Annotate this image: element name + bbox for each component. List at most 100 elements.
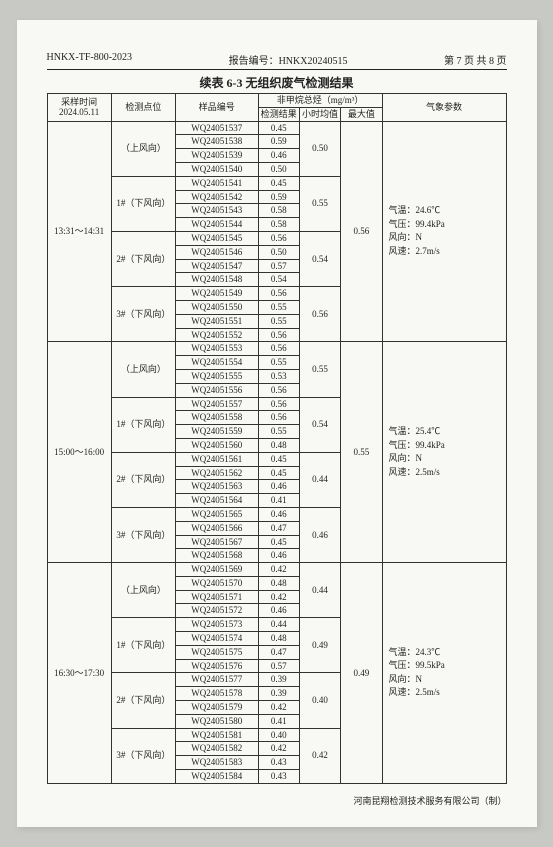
cell-sample-no: WQ24051559: [176, 425, 259, 439]
cell-result: 0.39: [258, 673, 299, 687]
cell-sample-no: WQ24051567: [176, 535, 259, 549]
table-head: 采样时间 2024.05.11 检测点位 样品编号 非甲烷总烃（mg/m³） 气…: [47, 94, 506, 122]
cell-sample-no: WQ24051581: [176, 728, 259, 742]
meteo-line: 气压：99.4kPa: [389, 439, 504, 453]
cell-result: 0.47: [258, 521, 299, 535]
cell-result: 0.48: [258, 576, 299, 590]
meteo-line: 风速：2.5m/s: [389, 686, 504, 700]
cell-result: 0.56: [258, 397, 299, 411]
cell-sample-no: WQ24051569: [176, 563, 259, 577]
cell-meteo: 气温：25.4℃气压：99.4kPa风向：N风速：2.5m/s: [382, 342, 506, 563]
cell-location: 3#（下风向）: [111, 507, 175, 562]
cell-hour-avg: 0.46: [299, 507, 340, 562]
cell-max: 0.49: [341, 563, 382, 784]
th-res: 检测结果: [258, 107, 299, 121]
cell-sample-no: WQ24051557: [176, 397, 259, 411]
cell-sample-no: WQ24051563: [176, 480, 259, 494]
cell-sample-no: WQ24051541: [176, 176, 259, 190]
cell-result: 0.45: [258, 176, 299, 190]
cell-sample-no: WQ24051538: [176, 135, 259, 149]
cell-hour-avg: 0.54: [299, 397, 340, 452]
cell-meteo: 气温：24.6℃气压：99.4kPa风向：N风速：2.7m/s: [382, 121, 506, 342]
cell-hour-avg: 0.40: [299, 673, 340, 728]
cell-result: 0.57: [258, 259, 299, 273]
meteo-line: 风向：N: [389, 231, 504, 245]
cell-sample-no: WQ24051583: [176, 756, 259, 770]
table-row: 13:31～14:31（上风向）WQ240515370.450.500.56气温…: [47, 121, 506, 135]
cell-sample-no: WQ24051560: [176, 438, 259, 452]
meteo-line: 风速：2.7m/s: [389, 245, 504, 259]
cell-result: 0.58: [258, 218, 299, 232]
cell-sample-no: WQ24051547: [176, 259, 259, 273]
cell-result: 0.45: [258, 452, 299, 466]
cell-result: 0.42: [258, 742, 299, 756]
cell-hour-avg: 0.55: [299, 176, 340, 231]
table-body: 13:31～14:31（上风向）WQ240515370.450.500.56气温…: [47, 121, 506, 783]
meteo-line: 气压：99.5kPa: [389, 659, 504, 673]
cell-result: 0.58: [258, 204, 299, 218]
cell-result: 0.42: [258, 701, 299, 715]
cell-result: 0.46: [258, 604, 299, 618]
cell-result: 0.40: [258, 728, 299, 742]
cell-sample-no: WQ24051575: [176, 645, 259, 659]
cell-hour-avg: 0.42: [299, 728, 340, 783]
cell-result: 0.55: [258, 314, 299, 328]
cell-result: 0.59: [258, 135, 299, 149]
cell-result: 0.43: [258, 770, 299, 784]
cell-sample-no: WQ24051539: [176, 149, 259, 163]
cell-hour-avg: 0.55: [299, 342, 340, 397]
cell-hour-avg: 0.50: [299, 121, 340, 176]
cell-sample-no: WQ24051549: [176, 287, 259, 301]
cell-result: 0.56: [258, 287, 299, 301]
cell-sample-no: WQ24051572: [176, 604, 259, 618]
table-row: 16:30～17:30（上风向）WQ240515690.420.440.49气温…: [47, 563, 506, 577]
cell-sample-no: WQ24051564: [176, 494, 259, 508]
cell-result: 0.55: [258, 425, 299, 439]
cell-result: 0.56: [258, 342, 299, 356]
cell-sample-no: WQ24051556: [176, 383, 259, 397]
cell-time: 16:30～17:30: [47, 563, 111, 784]
cell-result: 0.43: [258, 756, 299, 770]
cell-sample-no: WQ24051543: [176, 204, 259, 218]
page-info: 第 7 页 共 8 页: [444, 52, 507, 67]
cell-result: 0.56: [258, 328, 299, 342]
meteo-line: 气温：24.3℃: [389, 646, 504, 660]
cell-result: 0.41: [258, 714, 299, 728]
cell-sample-no: WQ24051540: [176, 162, 259, 176]
cell-result: 0.48: [258, 632, 299, 646]
cell-meteo: 气温：24.3℃气压：99.5kPa风向：N风速：2.5m/s: [382, 563, 506, 784]
cell-sample-no: WQ24051544: [176, 218, 259, 232]
cell-result: 0.50: [258, 245, 299, 259]
th-time-date: 2024.05.11: [50, 107, 109, 118]
cell-hour-avg: 0.44: [299, 563, 340, 618]
cell-sample-no: WQ24051573: [176, 618, 259, 632]
th-loc: 检测点位: [111, 94, 175, 122]
cell-location: 1#（下风向）: [111, 176, 175, 231]
doc-no: HNKX-TF-800-2023: [47, 52, 133, 67]
cell-hour-avg: 0.49: [299, 618, 340, 673]
cell-result: 0.44: [258, 618, 299, 632]
cell-result: 0.46: [258, 480, 299, 494]
cell-sample-no: WQ24051578: [176, 687, 259, 701]
table-row: 15:00～16:00（上风向）WQ240515530.560.550.55气温…: [47, 342, 506, 356]
cell-result: 0.55: [258, 300, 299, 314]
th-sample: 样品编号: [176, 94, 259, 122]
cell-location: 2#（下风向）: [111, 452, 175, 507]
cell-sample-no: WQ24051579: [176, 701, 259, 715]
cell-result: 0.54: [258, 273, 299, 287]
page-header: HNKX-TF-800-2023 报告编号：HNKX20240515 第 7 页…: [47, 52, 507, 70]
cell-result: 0.45: [258, 466, 299, 480]
cell-result: 0.53: [258, 369, 299, 383]
cell-hour-avg: 0.44: [299, 452, 340, 507]
cell-max: 0.55: [341, 342, 382, 563]
cell-result: 0.56: [258, 411, 299, 425]
cell-result: 0.59: [258, 190, 299, 204]
th-max: 最大值: [341, 107, 382, 121]
cell-result: 0.55: [258, 356, 299, 370]
cell-sample-no: WQ24051550: [176, 300, 259, 314]
report-label: 报告编号：: [229, 56, 279, 67]
table-title: 续表 6-3 无组织废气检测结果: [47, 74, 507, 91]
cell-result: 0.50: [258, 162, 299, 176]
cell-sample-no: WQ24051562: [176, 466, 259, 480]
report-no: 报告编号：HNKX20240515: [229, 52, 348, 67]
